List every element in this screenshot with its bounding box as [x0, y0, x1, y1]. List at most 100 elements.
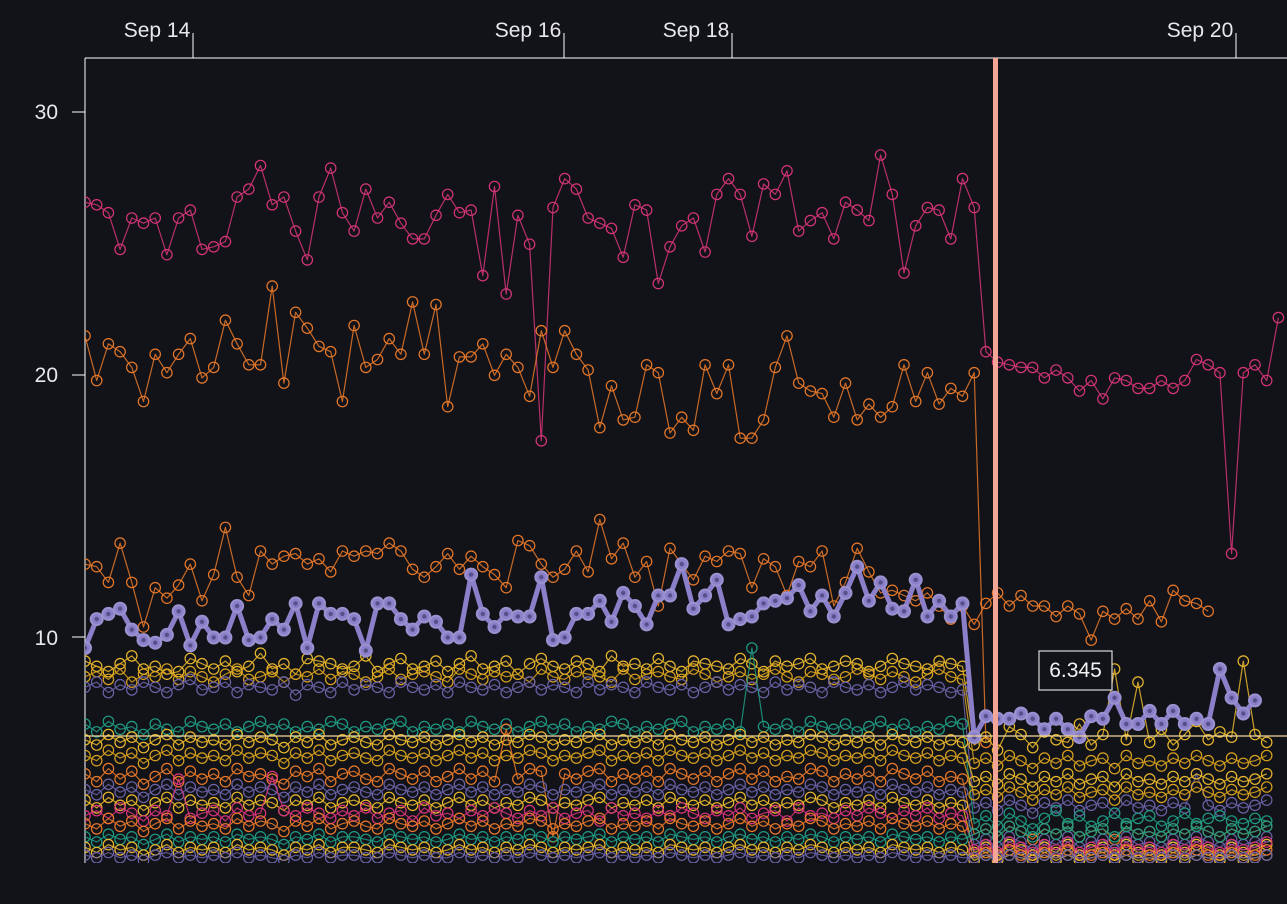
data-point — [804, 744, 817, 756]
data-point — [90, 374, 103, 387]
data-point — [184, 815, 197, 827]
data-point — [184, 747, 197, 759]
data-point — [722, 670, 735, 683]
data-point — [395, 348, 407, 361]
cursor-line[interactable] — [993, 58, 998, 863]
data-point-center — [1229, 695, 1234, 700]
data-point — [944, 749, 957, 762]
data-point — [909, 786, 922, 798]
data-point — [781, 670, 793, 683]
data-point — [512, 681, 524, 694]
data-point — [722, 796, 735, 809]
data-point — [1062, 817, 1074, 830]
data-point — [114, 799, 126, 812]
data-point — [687, 786, 700, 798]
data-point — [406, 752, 419, 764]
data-point — [219, 668, 232, 680]
data-point — [769, 823, 782, 835]
data-point — [196, 752, 208, 764]
data-point — [617, 663, 629, 675]
data-point — [839, 767, 852, 780]
data-point — [359, 820, 372, 833]
data-point — [851, 684, 863, 696]
data-point — [395, 733, 407, 746]
data-point — [348, 319, 360, 332]
data-point — [1038, 823, 1051, 835]
data-point — [476, 560, 489, 573]
data-point — [1132, 854, 1144, 863]
data-point — [102, 206, 115, 219]
data-point — [769, 802, 782, 814]
data-point — [172, 852, 185, 863]
data-point — [301, 802, 314, 814]
data-point — [956, 752, 969, 764]
data-point — [1120, 767, 1133, 780]
data-point — [722, 767, 735, 780]
data-point — [816, 686, 828, 699]
data-point — [921, 678, 934, 691]
data-point — [523, 846, 536, 859]
data-point — [792, 225, 805, 237]
data-point — [874, 823, 887, 835]
data-point — [792, 844, 805, 856]
x-tick-label: Sep 20 — [1167, 19, 1234, 42]
data-point-center — [106, 611, 111, 617]
data-point — [722, 684, 735, 696]
data-point — [687, 820, 700, 833]
series-line — [85, 518, 1209, 641]
data-point — [757, 849, 770, 861]
data-point-center — [258, 635, 263, 640]
data-point — [137, 621, 150, 633]
data-point — [149, 804, 161, 817]
data-point — [1015, 728, 1027, 741]
data-point — [535, 815, 548, 827]
data-point — [792, 657, 805, 670]
data-point — [898, 783, 910, 796]
data-point — [898, 817, 910, 830]
data-point — [453, 728, 466, 741]
data-point — [746, 773, 758, 785]
data-point — [406, 296, 419, 308]
data-point — [359, 720, 372, 733]
data-point — [558, 718, 571, 730]
data-point — [254, 747, 267, 759]
data-point — [1132, 613, 1144, 625]
data-point — [278, 778, 290, 791]
data-point — [85, 681, 91, 694]
data-point — [1026, 762, 1039, 775]
data-point — [395, 545, 407, 557]
data-point — [675, 411, 688, 423]
data-point — [359, 802, 372, 814]
data-point — [816, 781, 828, 793]
data-point — [652, 652, 665, 665]
data-point — [687, 752, 700, 764]
data-point — [137, 668, 150, 680]
data-point — [313, 655, 325, 667]
data-point — [359, 773, 372, 785]
data-point — [605, 678, 618, 691]
data-point-center — [656, 593, 661, 598]
data-point — [453, 762, 466, 775]
data-point — [453, 726, 466, 738]
data-point — [90, 676, 103, 688]
data-point — [1108, 852, 1121, 863]
data-point — [231, 663, 243, 675]
data-point — [1108, 807, 1121, 819]
data-point — [184, 841, 197, 854]
data-point — [570, 773, 583, 785]
data-point — [1085, 773, 1097, 785]
data-point — [886, 846, 899, 859]
data-point-center — [843, 590, 848, 596]
data-point — [90, 560, 103, 573]
data-point — [535, 747, 548, 759]
data-point — [231, 762, 243, 775]
data-point — [523, 778, 536, 791]
data-point-center — [1007, 716, 1012, 721]
data-point — [734, 665, 746, 678]
data-point — [898, 849, 910, 861]
data-point — [465, 351, 477, 363]
data-point — [863, 398, 875, 410]
data-point — [617, 817, 629, 830]
data-point — [804, 560, 817, 573]
data-point — [851, 844, 863, 856]
